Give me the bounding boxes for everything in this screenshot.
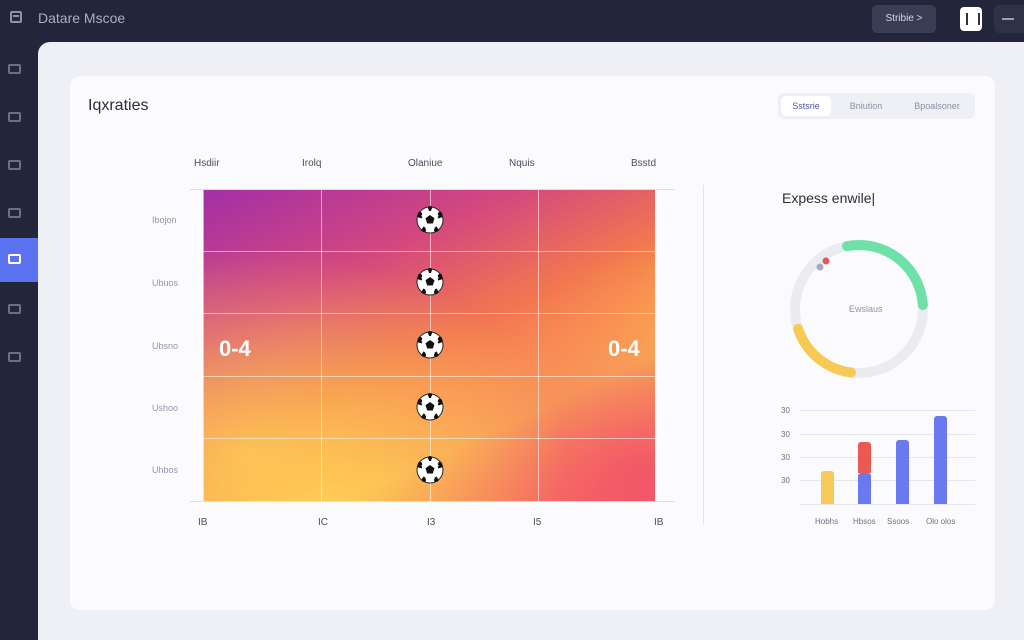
tab-bar: Sstsrie Bniution Bpoalsoner — [778, 93, 975, 119]
sidebar-item-6[interactable] — [0, 288, 38, 332]
grid-line — [203, 182, 204, 505]
panel-divider — [703, 185, 704, 525]
tab-sstsrie[interactable]: Sstsrie — [781, 96, 831, 116]
grid-icon — [8, 64, 21, 74]
grid-line — [190, 313, 675, 314]
sidebar-item-1[interactable] — [0, 48, 38, 92]
soccer-ball-icon — [416, 456, 444, 484]
grid-line — [321, 182, 322, 505]
top-bar: Datare Mscoe Stribie > — [0, 0, 1024, 40]
top-action-button[interactable]: Stribie > — [872, 5, 936, 33]
row-label: Ubsno — [152, 341, 179, 351]
bottom-tick: I3 — [427, 517, 436, 528]
column-header: Hsdiir — [194, 158, 220, 169]
soccer-ball-icon — [416, 268, 444, 296]
row-label: Ushoo — [152, 403, 179, 413]
donut-segment — [842, 240, 928, 310]
soccer-ball-icon — [416, 206, 444, 234]
column-header: Olaniue — [408, 158, 443, 169]
grid-line — [190, 251, 675, 252]
column-header: Irolq — [302, 158, 322, 169]
bar-x-label: Hbsos — [853, 517, 876, 526]
donut-marker — [822, 257, 830, 265]
score-label-right: 0-4 — [608, 336, 640, 361]
bar-y-tick: 30 — [781, 406, 790, 415]
bottom-tick: IB — [654, 517, 664, 528]
bar-grid-line — [800, 457, 975, 458]
columns-icon — [8, 352, 21, 362]
column-header: Bsstd — [631, 158, 657, 169]
soccer-ball-icon — [416, 393, 444, 421]
sidebar-item-4[interactable] — [0, 192, 38, 236]
bar-y-tick: 30 — [781, 430, 790, 439]
tab-bniution[interactable]: Bniution — [849, 101, 883, 111]
bar-grid-line — [800, 480, 975, 481]
donut-chart — [790, 240, 928, 378]
book-icon — [8, 160, 21, 170]
copy-icon[interactable] — [960, 7, 982, 31]
bar-2-segment-3 — [858, 442, 871, 474]
row-label: Ubuos — [152, 278, 179, 288]
bar-2-segment-2 — [858, 473, 871, 489]
bar-x-label: Ssoos — [887, 517, 910, 526]
tab-bpoalsoner[interactable]: Bpoalsoner — [914, 101, 960, 111]
bar-4-segment-1 — [934, 415, 947, 504]
bottom-tick: IC — [318, 517, 328, 528]
grid-line — [190, 501, 675, 502]
page-title: Iqxraties — [88, 97, 149, 114]
bar-y-tick: 30 — [781, 453, 790, 462]
monitor-icon — [8, 254, 21, 264]
sidebar-item-3[interactable] — [0, 144, 38, 188]
bar-grid-line — [800, 410, 975, 411]
donut-label: Ewslaus — [849, 304, 883, 314]
bottom-tick: IB — [198, 517, 208, 528]
row-label: Uhbos — [152, 465, 179, 475]
grid-line — [538, 182, 539, 505]
grid-line — [190, 376, 675, 377]
grid-line — [190, 189, 675, 190]
row-label: Ibojon — [152, 215, 177, 225]
bar-grid-line — [800, 504, 975, 505]
bar-1-segment-1 — [821, 470, 834, 504]
donut-segment — [793, 323, 856, 378]
score-label-left: 0-4 — [219, 336, 251, 361]
sidebar-item-7[interactable] — [0, 336, 38, 380]
bar-2-segment-1 — [858, 488, 871, 504]
minus-icon[interactable] — [994, 5, 1024, 33]
bar-3-segment-1 — [896, 439, 909, 504]
window-icon — [8, 208, 21, 218]
document-icon — [8, 112, 21, 122]
donut-marker — [816, 263, 824, 271]
sidebar-item-5[interactable] — [0, 238, 38, 282]
sidebar — [0, 40, 38, 640]
bar-y-tick: 30 — [781, 476, 790, 485]
bar-x-label: Hobhs — [815, 517, 839, 526]
layers-icon — [8, 304, 21, 314]
column-header: Nquis — [509, 158, 535, 169]
grid-line — [655, 182, 656, 505]
sidebar-item-2[interactable] — [0, 96, 38, 140]
app-title: Datare Mscoe — [38, 10, 126, 26]
app-icon — [10, 11, 22, 23]
bar-grid-line — [800, 434, 975, 435]
grid-line — [190, 438, 675, 439]
bar-x-label: Olo olos — [926, 517, 956, 526]
side-title: Expess enwile| — [782, 190, 876, 206]
bottom-tick: I5 — [533, 517, 542, 528]
soccer-ball-icon — [416, 331, 444, 359]
